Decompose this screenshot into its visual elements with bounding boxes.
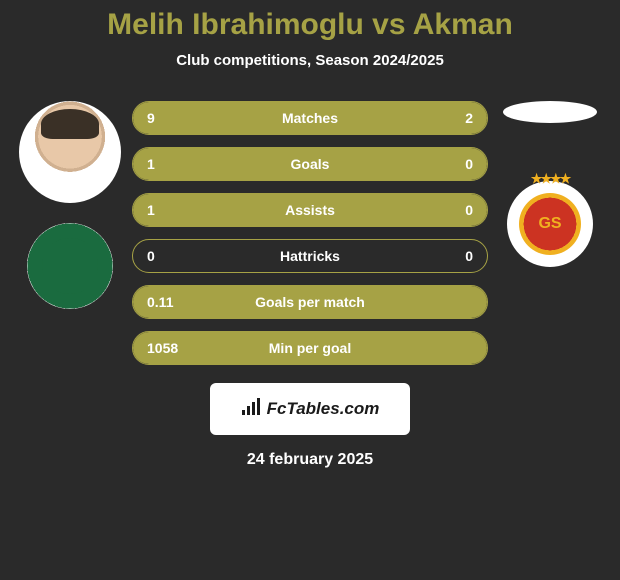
stars-icon: ★★★★ xyxy=(507,171,593,187)
stat-label: Hattricks xyxy=(133,248,487,264)
player-left-column xyxy=(18,101,122,309)
stat-bar: 0.11Goals per match xyxy=(132,285,488,319)
stat-bar: 1Goals0 xyxy=(132,147,488,181)
stat-label: Min per goal xyxy=(133,340,487,356)
chart-icon xyxy=(241,398,263,420)
stat-bar: 9Matches2 xyxy=(132,101,488,135)
stat-label: Goals xyxy=(133,156,487,172)
stat-bar: 0Hattricks0 xyxy=(132,239,488,273)
player-right-photo-placeholder xyxy=(503,101,597,123)
comparison-card: Melih Ibrahimoglu vs Akman Club competit… xyxy=(0,0,620,469)
stat-value-right: 0 xyxy=(465,156,473,172)
player-right-column: ★★★★ GS xyxy=(498,101,602,267)
footer-date: 24 february 2025 xyxy=(0,451,620,469)
player-left-photo xyxy=(19,101,121,203)
stats-column: 9Matches21Goals01Assists00Hattricks00.11… xyxy=(132,101,488,365)
club-logo-right: ★★★★ GS xyxy=(507,181,593,267)
club-logo-left xyxy=(27,223,113,309)
stat-label: Goals per match xyxy=(133,294,487,310)
stat-bar: 1058Min per goal xyxy=(132,331,488,365)
page-title: Melih Ibrahimoglu vs Akman xyxy=(0,8,620,42)
brand-text: FcTables.com xyxy=(267,399,380,419)
stat-label: Assists xyxy=(133,202,487,218)
stat-value-right: 2 xyxy=(465,110,473,126)
stat-bar: 1Assists0 xyxy=(132,193,488,227)
main-row: 9Matches21Goals01Assists00Hattricks00.11… xyxy=(0,101,620,365)
club-logo-right-inner: GS xyxy=(519,193,581,255)
stat-value-right: 0 xyxy=(465,202,473,218)
page-subtitle: Club competitions, Season 2024/2025 xyxy=(0,52,620,69)
brand-badge[interactable]: FcTables.com xyxy=(210,383,410,435)
stat-label: Matches xyxy=(133,110,487,126)
stat-value-right: 0 xyxy=(465,248,473,264)
